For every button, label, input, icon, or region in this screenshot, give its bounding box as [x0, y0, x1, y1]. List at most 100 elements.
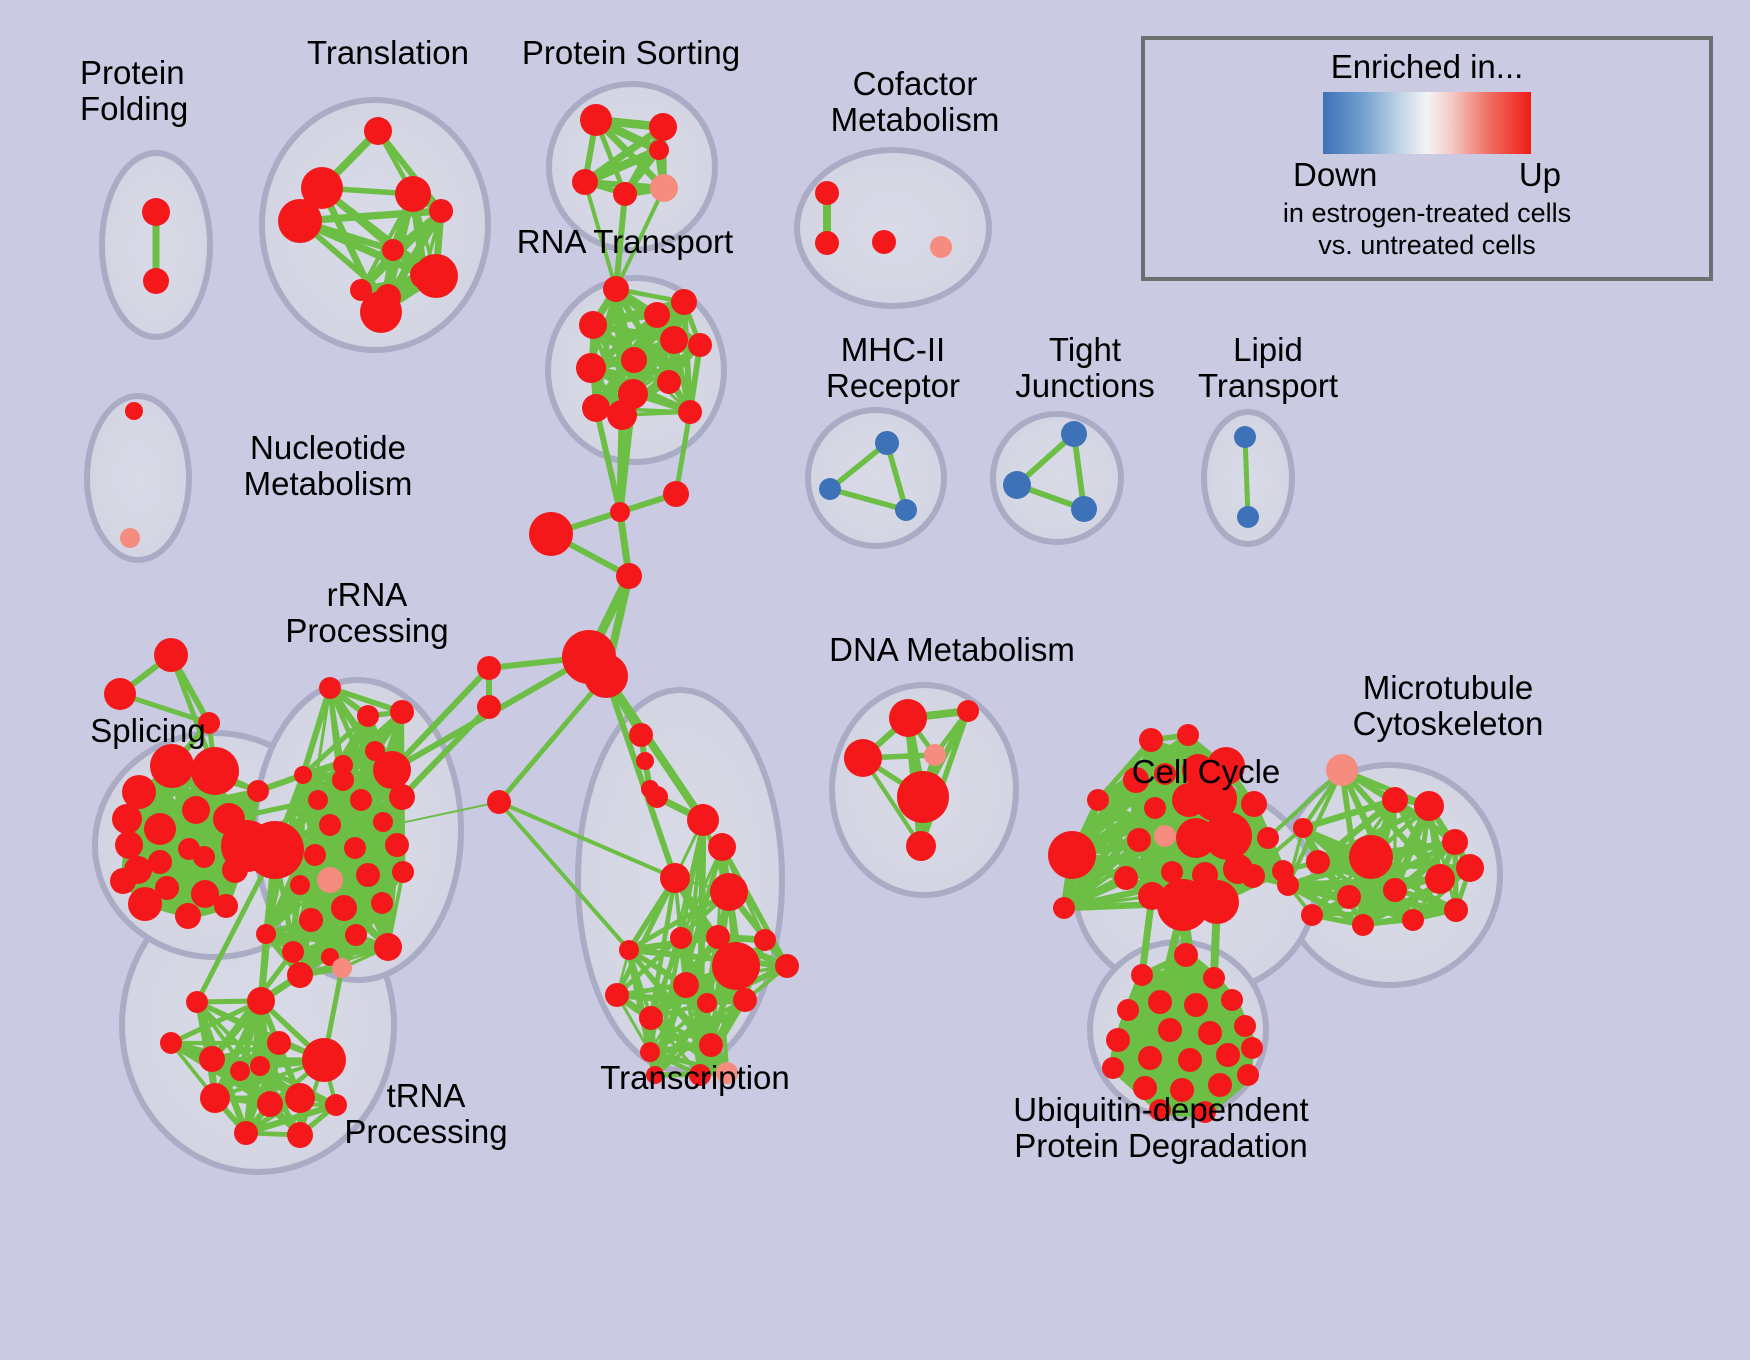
network-node[interactable]	[371, 892, 393, 914]
network-node[interactable]	[1087, 789, 1109, 811]
network-node[interactable]	[646, 1066, 664, 1084]
network-node[interactable]	[1223, 854, 1253, 884]
network-node[interactable]	[576, 353, 606, 383]
network-node[interactable]	[299, 908, 323, 932]
network-node[interactable]	[304, 844, 326, 866]
network-node[interactable]	[699, 1033, 723, 1057]
network-node[interactable]	[1257, 827, 1279, 849]
network-node[interactable]	[1234, 1015, 1256, 1037]
network-node[interactable]	[607, 400, 637, 430]
network-node[interactable]	[1241, 1037, 1263, 1059]
network-node[interactable]	[287, 962, 313, 988]
network-node[interactable]	[1414, 791, 1444, 821]
network-node[interactable]	[287, 1122, 313, 1148]
network-node[interactable]	[150, 744, 194, 788]
network-node[interactable]	[1131, 964, 1153, 986]
network-node[interactable]	[619, 940, 639, 960]
network-node[interactable]	[199, 1046, 225, 1072]
network-node[interactable]	[689, 1064, 711, 1086]
network-node[interactable]	[122, 775, 156, 809]
network-node[interactable]	[1204, 812, 1252, 860]
network-node[interactable]	[1207, 747, 1245, 785]
network-node[interactable]	[104, 678, 136, 710]
network-node[interactable]	[644, 302, 670, 328]
network-node[interactable]	[895, 499, 917, 521]
network-node[interactable]	[1061, 421, 1087, 447]
network-node[interactable]	[616, 563, 642, 589]
network-node[interactable]	[712, 942, 760, 990]
network-node[interactable]	[182, 796, 210, 824]
network-node[interactable]	[649, 140, 669, 160]
network-node[interactable]	[572, 169, 598, 195]
network-node[interactable]	[1425, 864, 1455, 894]
network-node[interactable]	[1182, 754, 1214, 786]
network-node[interactable]	[319, 814, 341, 836]
network-node[interactable]	[1306, 850, 1330, 874]
network-node[interactable]	[392, 861, 414, 883]
network-node[interactable]	[1237, 1064, 1259, 1086]
network-node[interactable]	[390, 700, 414, 724]
network-node[interactable]	[120, 528, 140, 548]
network-node[interactable]	[247, 780, 269, 802]
network-node[interactable]	[697, 993, 717, 1013]
network-node[interactable]	[385, 833, 409, 857]
network-node[interactable]	[650, 174, 678, 202]
network-node[interactable]	[815, 181, 839, 205]
network-node[interactable]	[1149, 1099, 1171, 1121]
network-node[interactable]	[1158, 1018, 1182, 1042]
network-node[interactable]	[1048, 831, 1096, 879]
network-node[interactable]	[344, 837, 366, 859]
network-node[interactable]	[613, 182, 637, 206]
network-node[interactable]	[1382, 787, 1408, 813]
network-node[interactable]	[124, 856, 152, 884]
network-node[interactable]	[250, 1056, 270, 1076]
network-node[interactable]	[1139, 728, 1163, 752]
network-node[interactable]	[1154, 825, 1176, 847]
network-node[interactable]	[716, 1062, 738, 1084]
network-node[interactable]	[247, 987, 275, 1015]
network-node[interactable]	[175, 903, 201, 929]
network-node[interactable]	[1442, 829, 1468, 855]
network-node[interactable]	[872, 230, 896, 254]
network-node[interactable]	[128, 887, 162, 921]
network-node[interactable]	[256, 924, 276, 944]
network-node[interactable]	[815, 231, 839, 255]
network-node[interactable]	[350, 789, 372, 811]
network-node[interactable]	[1301, 904, 1323, 926]
network-node[interactable]	[1293, 818, 1313, 838]
network-node[interactable]	[1221, 989, 1243, 1011]
network-node[interactable]	[1352, 914, 1374, 936]
network-node[interactable]	[374, 933, 402, 961]
network-node[interactable]	[875, 431, 899, 455]
network-node[interactable]	[142, 198, 170, 226]
network-node[interactable]	[319, 677, 341, 699]
network-node[interactable]	[282, 941, 304, 963]
network-node[interactable]	[1170, 1078, 1194, 1102]
network-node[interactable]	[429, 199, 453, 223]
network-node[interactable]	[1178, 1048, 1202, 1072]
network-node[interactable]	[605, 983, 629, 1007]
network-node[interactable]	[389, 784, 415, 810]
network-node[interactable]	[603, 276, 629, 302]
network-node[interactable]	[1154, 763, 1176, 785]
network-node[interactable]	[364, 117, 392, 145]
network-node[interactable]	[889, 699, 927, 737]
network-node[interactable]	[1456, 854, 1484, 882]
network-node[interactable]	[710, 873, 748, 911]
network-node[interactable]	[844, 739, 882, 777]
network-node[interactable]	[1337, 885, 1361, 909]
network-node[interactable]	[278, 199, 322, 243]
network-node[interactable]	[640, 1042, 660, 1062]
network-node[interactable]	[186, 991, 208, 1013]
network-node[interactable]	[957, 700, 979, 722]
network-node[interactable]	[373, 812, 393, 832]
network-node[interactable]	[200, 1083, 230, 1113]
network-node[interactable]	[646, 786, 668, 808]
network-node[interactable]	[582, 394, 610, 422]
network-node[interactable]	[1138, 1046, 1162, 1070]
network-node[interactable]	[345, 924, 367, 946]
network-node[interactable]	[332, 769, 354, 791]
network-node[interactable]	[1326, 754, 1358, 786]
network-node[interactable]	[775, 954, 799, 978]
network-node[interactable]	[357, 705, 379, 727]
